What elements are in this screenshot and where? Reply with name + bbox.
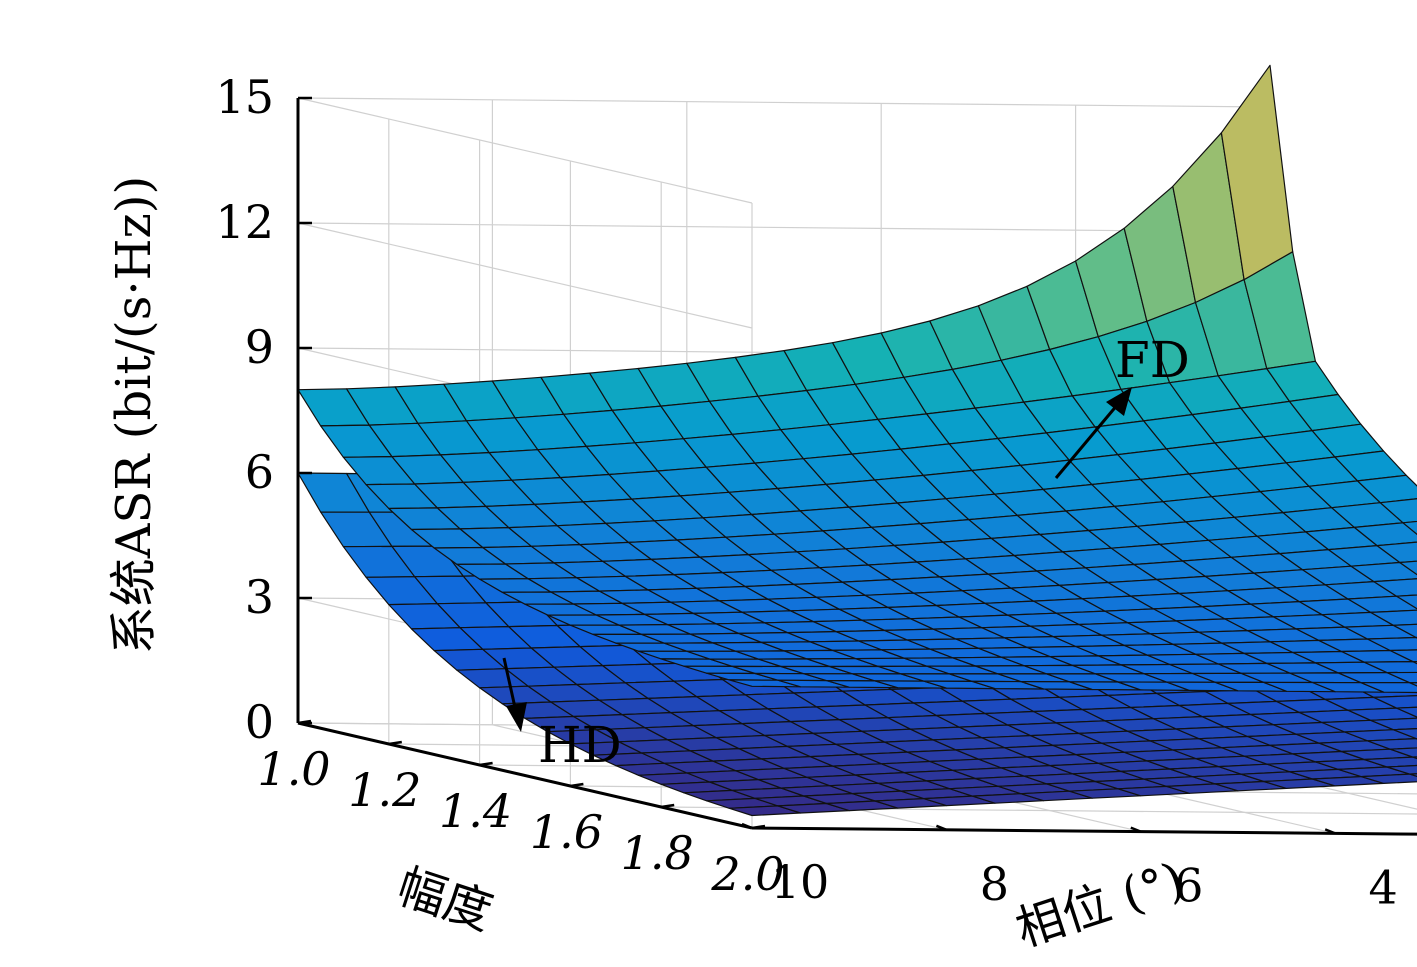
fd-surface-patch (1347, 595, 1417, 614)
hd-label: HD (538, 716, 622, 774)
fd-surface-patch (1356, 474, 1417, 504)
fd-surface-patch (1353, 522, 1417, 547)
hd-arrow (502, 657, 518, 713)
fd-surface-patch (1399, 560, 1417, 576)
x-tick-mark (751, 824, 766, 830)
hd-surface-patch (1389, 747, 1417, 758)
hd-surface-patch (1370, 717, 1417, 731)
x-tick-label: 1.2 (348, 763, 421, 817)
grid-z-line (297, 97, 1271, 108)
hd-surface-patch (1395, 706, 1417, 718)
z-tick-label: 12 (215, 195, 274, 249)
x-tick-label: 1.8 (621, 826, 694, 880)
y-tick-mark (1324, 828, 1336, 835)
x-tick-mark (388, 740, 402, 746)
grid-z-line (297, 97, 753, 204)
z-tick-label: 3 (245, 570, 274, 624)
hd-surface-patch (1392, 728, 1417, 740)
surface-layer (297, 64, 1417, 817)
fd-surface-patch (1389, 649, 1417, 663)
fd-surface-patch (1370, 609, 1417, 626)
grid-z-line (297, 222, 1271, 233)
fd-surface-patch (1392, 623, 1417, 639)
hd-surface-patch (1360, 773, 1417, 785)
fd-surface-patch (1395, 594, 1417, 610)
fd-surface-patch (1379, 498, 1417, 524)
x-tick-mark (479, 761, 493, 767)
hd-surface-patch (1412, 756, 1417, 760)
x-axis-title: 幅度 (391, 858, 500, 941)
y-tick-label: 10 (771, 855, 830, 909)
z-tick-label: 9 (245, 320, 274, 374)
hd-surface-patch (1366, 737, 1417, 750)
x-axis-line (297, 721, 753, 830)
y-tick-mark (741, 822, 753, 830)
fd-surface-patch (1350, 561, 1417, 583)
z-tick-label: 0 (245, 695, 274, 749)
fd-arrowhead (1106, 387, 1132, 416)
y-tick-label: 4 (1369, 860, 1398, 914)
fd-surface-patch (1376, 541, 1417, 564)
fd-surface-patch (1363, 660, 1417, 674)
fd-surface-patch (1409, 682, 1417, 687)
y-tick-mark (935, 824, 947, 831)
hd-surface-patch (1373, 695, 1417, 709)
x-tick-mark (570, 782, 584, 788)
x-tick-label: 2.0 (710, 847, 784, 901)
z-tick-label: 15 (215, 70, 274, 124)
z-tick-label: 6 (245, 445, 274, 499)
x-tick-mark (661, 803, 675, 809)
fd-surface-patch (1402, 520, 1417, 536)
hd-surface-patch (1386, 764, 1417, 775)
hd-surface-patch (1363, 756, 1417, 768)
fd-surface-patch (1386, 671, 1417, 684)
y-axis-line (751, 826, 1417, 836)
fd-arrow (1054, 403, 1120, 479)
hd-surface-patch (1347, 707, 1417, 721)
y-axis-title: 相位 (°) (1009, 851, 1191, 958)
fd-surface-patch (1360, 682, 1417, 694)
fd-label: FD (1115, 331, 1190, 389)
x-tick-label: 1.0 (257, 742, 330, 796)
grid-z-line (297, 222, 753, 329)
x-tick-label: 1.4 (439, 784, 512, 838)
fd-surface-patch (1366, 636, 1417, 652)
x-tick-mark (297, 719, 312, 725)
y-tick-label: 6 (1174, 859, 1203, 913)
z-axis-title: 系统ASR (bit/(s·Hz)) (106, 176, 162, 654)
y-tick-label: 8 (980, 857, 1009, 911)
fd-surface-patch (1412, 660, 1417, 665)
y-tick-mark (1130, 826, 1142, 833)
hd-surface-patch (1409, 773, 1417, 777)
fd-surface-patch (1220, 64, 1294, 281)
x-tick-label: 1.6 (530, 805, 603, 859)
hd-arrowhead (506, 702, 527, 732)
fd-surface-patch (1373, 578, 1417, 597)
